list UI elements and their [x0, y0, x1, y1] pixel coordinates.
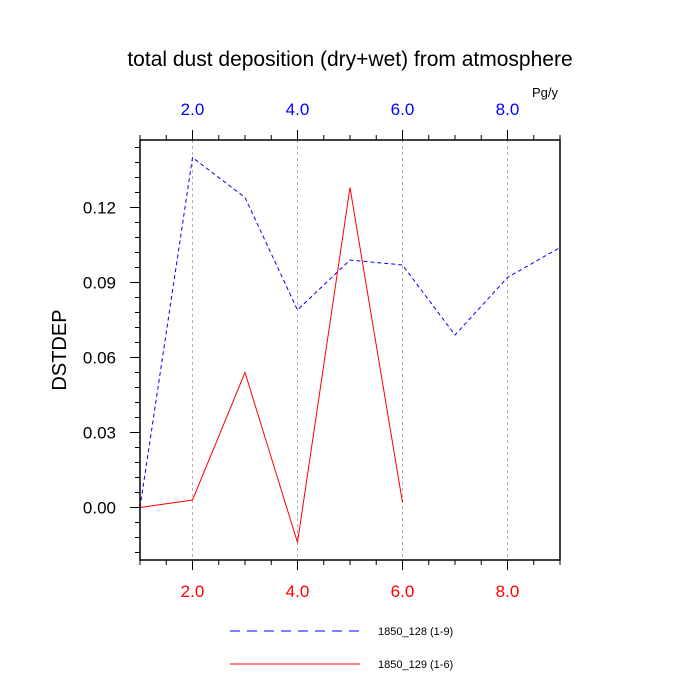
plot-frame [139, 139, 561, 561]
x-tick-label-top-3: 8.0 [496, 100, 520, 119]
y-tick-label-2: 0.06 [83, 349, 116, 368]
x-tick-label-bottom-2: 6.0 [391, 582, 415, 601]
series-line-1 [139, 187, 403, 543]
series-line-0 [139, 156, 561, 508]
series-layer [139, 156, 561, 543]
x-tick-label-bottom-0: 2.0 [181, 582, 205, 601]
chart-title: total dust deposition (dry+wet) from atm… [127, 48, 572, 71]
axes: 2.0 2.0 4.0 4.0 6.0 6.0 8.0 8.0 0.00 0.03 0.06 0.09… [83, 100, 561, 601]
x-tick-label-top-1: 4.0 [286, 100, 310, 119]
x-tick-label-bottom-1: 4.0 [286, 582, 310, 601]
legend: 1850_128 (1-9) 1850_129 (1-6) [230, 626, 453, 671]
y-tick-label-3: 0.09 [83, 274, 116, 293]
y-tick-label-1: 0.03 [83, 424, 116, 443]
x-tick-label-bottom-3: 8.0 [496, 582, 520, 601]
x-tick-label-top-2: 6.0 [391, 100, 415, 119]
y-axis-label: DSTDEP [49, 309, 71, 390]
y-tick-label-0: 0.00 [83, 499, 116, 518]
y-tick-label-4: 0.12 [83, 199, 116, 218]
grid-lines [192, 140, 508, 560]
top-axis-unit-label: Pg/y [532, 85, 559, 100]
legend-label-1: 1850_129 (1-6) [378, 659, 453, 671]
legend-label-0: 1850_128 (1-9) [378, 626, 453, 638]
x-tick-label-top-0: 2.0 [181, 100, 205, 119]
